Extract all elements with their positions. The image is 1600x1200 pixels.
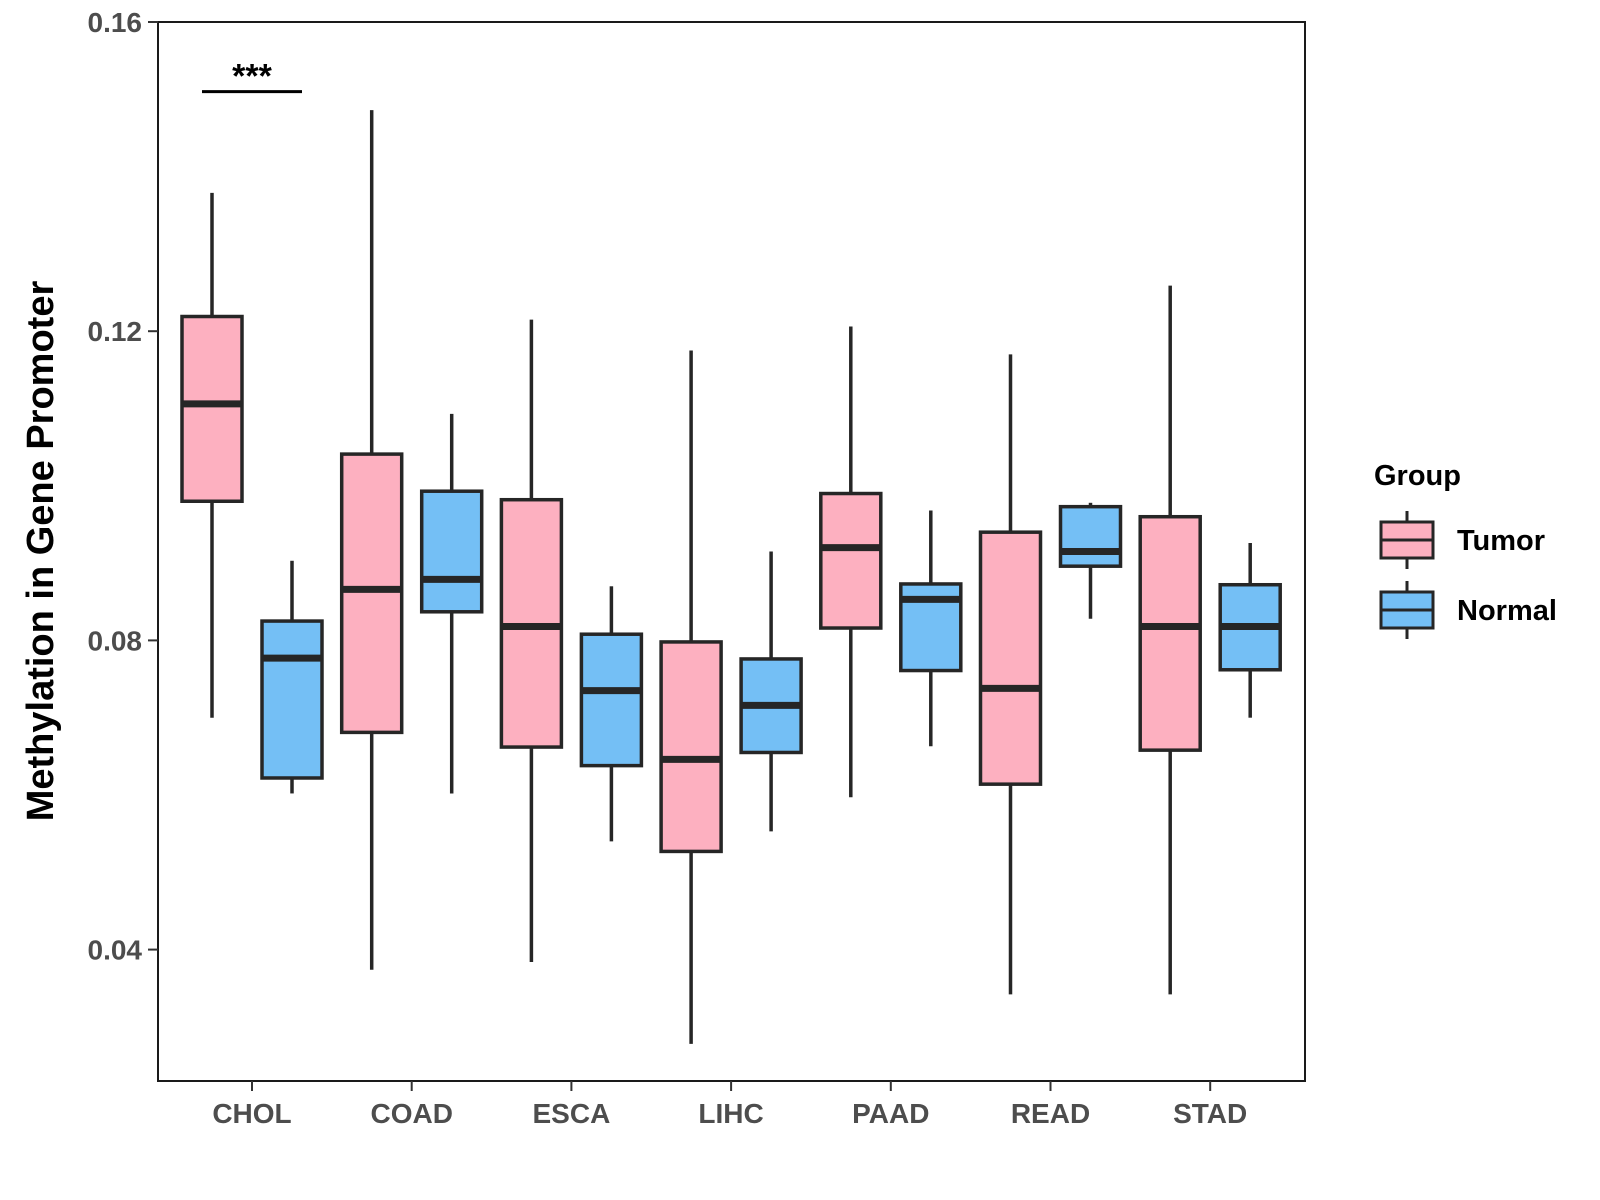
box-iqr (1058, 504, 1123, 568)
significance-label: *** (232, 58, 272, 96)
x-tick-label-esca: ESCA (533, 1098, 611, 1129)
box-tumor-coad (339, 110, 404, 970)
box-normal-esca (579, 586, 644, 842)
box-tumor-paad (819, 326, 883, 798)
y-tick-label: 0.08 (88, 625, 143, 656)
x-tick-label-lihc: LIHC (698, 1098, 763, 1129)
y-tick-label: 0.04 (88, 935, 143, 966)
y-tick-label: 0.16 (88, 7, 143, 38)
x-tick-label-coad: COAD (370, 1098, 452, 1129)
box-normal-paad (899, 510, 963, 747)
box-iqr (339, 452, 404, 735)
legend-entry-tumor: Tumor (1379, 511, 1545, 569)
x-tick-label-stad: STAD (1173, 1098, 1247, 1129)
box-normal-chol (260, 560, 324, 794)
legend: Group Tumor Normal (1374, 460, 1557, 639)
box-iqr (419, 489, 484, 614)
box-tumor-esca (499, 319, 564, 962)
box-iqr (579, 632, 644, 768)
legend-entry-normal: Normal (1379, 581, 1557, 639)
y-axis-title: Methylation in Gene Promoter (20, 281, 62, 822)
box-tumor-lihc (659, 350, 723, 1044)
legend-title: Group (1374, 460, 1461, 492)
box-normal-coad (419, 413, 484, 794)
legend-entries: Tumor Normal (1379, 511, 1557, 639)
x-tick-label-chol: CHOL (212, 1098, 291, 1129)
annotation-layer: *** (202, 58, 302, 96)
axes-layer: 0.04 0.08 0.12 0.16 CHOL COAD ESCA LIHC PAAD READ… (88, 7, 1248, 1129)
box-tumor-chol (180, 192, 244, 718)
box-iqr (659, 640, 723, 854)
legend-label: Tumor (1457, 525, 1545, 557)
x-tick-label-paad: PAAD (852, 1098, 929, 1129)
box-tumor-read (978, 354, 1043, 995)
boxes-layer (180, 110, 1282, 1044)
box-tumor-stad (1138, 285, 1202, 995)
plot-panel (157, 21, 1306, 1082)
box-normal-lihc (739, 551, 803, 832)
box-iqr (819, 491, 883, 630)
x-tick-label-read: READ (1011, 1098, 1090, 1129)
box-iqr (180, 314, 244, 504)
box-iqr (1138, 514, 1202, 752)
y-tick-label: 0.12 (88, 316, 143, 347)
legend-label: Normal (1457, 595, 1557, 627)
box-iqr (978, 530, 1043, 786)
box-normal-read (1058, 502, 1123, 619)
box-normal-stad (1218, 542, 1282, 718)
box-iqr (260, 619, 324, 780)
